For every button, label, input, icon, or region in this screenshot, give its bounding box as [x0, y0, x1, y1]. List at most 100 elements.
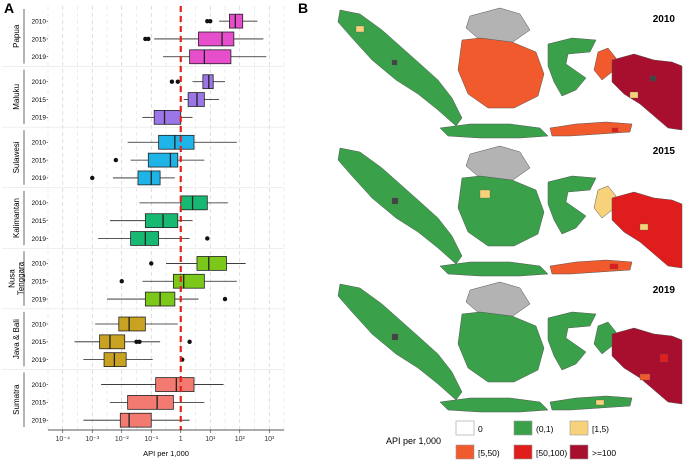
box-iqr — [229, 13, 244, 29]
map-2019 — [337, 281, 683, 413]
box-iqr — [144, 213, 179, 229]
district-patch — [391, 59, 398, 66]
box-sumatra-2010 — [101, 377, 224, 392]
year-label: 2019 — [32, 115, 47, 122]
year-label: 2015 — [32, 279, 47, 286]
boxes — [74, 13, 267, 428]
box-iqr — [196, 256, 227, 271]
box-kalimantan-2010 — [139, 195, 228, 211]
box-iqr — [189, 49, 232, 65]
outlier-point — [137, 339, 142, 345]
outlier-point — [119, 279, 124, 284]
island-sulawesi — [547, 175, 597, 235]
box-iqr — [155, 377, 195, 392]
island-borneo — [457, 175, 545, 247]
region-label-line: Java & Bali — [12, 319, 21, 359]
box-papua-2010 — [205, 13, 258, 29]
island-borneo-north — [465, 7, 531, 45]
district-patch — [629, 91, 639, 99]
panel-b-letter: B — [298, 0, 308, 16]
legend-swatch — [569, 444, 589, 460]
box-sumatra-2019 — [83, 412, 190, 428]
island-borneo-north — [465, 281, 531, 319]
region-label-line: Kalimantan — [12, 198, 21, 238]
box-iqr — [127, 395, 174, 410]
district-patch — [639, 223, 649, 231]
box-iqr — [147, 152, 179, 168]
map-year-2010: 2010 — [653, 14, 676, 25]
outlier-point — [187, 339, 192, 345]
year-label: 2010 — [32, 321, 47, 328]
region-label: Java & Bali — [12, 319, 21, 359]
region-label: Sumatra — [12, 384, 21, 415]
region-label: Kalimantan — [12, 198, 21, 238]
region-label: NusaTenggara — [8, 261, 26, 295]
region-label-line: Nusa — [8, 269, 17, 288]
box-nusatenggara-2019 — [107, 291, 228, 307]
island-papua — [611, 53, 683, 131]
box-iqr — [130, 231, 160, 246]
x-tick-label: 10⁻⁴ — [56, 436, 71, 443]
x-tick-label: 10³ — [264, 436, 275, 443]
map-year-2019: 2019 — [653, 285, 676, 296]
outlier-point — [149, 261, 154, 266]
year-label: 2015 — [32, 218, 47, 225]
box-iqr — [172, 273, 205, 289]
box-iqr — [119, 412, 152, 428]
district-patch — [479, 189, 491, 199]
box-javabali-2015 — [74, 334, 192, 350]
boxplot-panel: 10⁻⁴ 10⁻³ 10⁻² 10⁻¹ 1 10¹ 10² 10³ API per 1,000… — [2, 6, 285, 458]
district-patch — [595, 399, 605, 406]
district-patch — [355, 25, 365, 33]
box-sulawesi-2010 — [127, 134, 237, 150]
year-label: 2015 — [32, 36, 47, 43]
box-iqr — [153, 109, 182, 125]
island-nusa — [549, 395, 633, 411]
box-papua-2019 — [163, 49, 267, 65]
box-maluku-2010 — [169, 74, 225, 90]
x-tick-label: 1 — [179, 436, 183, 443]
year-label: 2010 — [32, 18, 47, 25]
box-iqr — [198, 31, 235, 47]
year-label: 2010 — [32, 140, 47, 147]
outlier-point — [175, 79, 180, 84]
box-kalimantan-2015 — [109, 213, 193, 229]
year-label: 2019 — [32, 357, 47, 364]
region-labels: Papua Maluku Sulawesi Kalimantan NusaTenggar… — [8, 9, 26, 427]
island-borneo — [457, 311, 545, 383]
district-patch — [639, 373, 651, 381]
region-label-line: Tenggara — [17, 261, 26, 295]
island-sumatra — [337, 147, 463, 265]
year-label: 2010 — [32, 200, 47, 207]
legend-label: [5,50) — [478, 448, 500, 458]
year-label: 2015 — [32, 97, 47, 104]
x-tick-label: 10⁻² — [115, 436, 129, 443]
district-patch — [391, 333, 399, 341]
map-2010 — [337, 7, 683, 139]
legend-swatch — [455, 420, 475, 436]
box-iqr — [99, 334, 126, 350]
island-sulawesi — [547, 37, 597, 97]
island-sumatra — [337, 283, 463, 401]
region-label-line: Sulawesi — [12, 141, 21, 173]
box-iqr — [137, 170, 161, 186]
outlier-point — [205, 236, 210, 241]
box-iqr — [187, 92, 205, 107]
box-iqr — [103, 352, 127, 367]
region-label-line: Maluku — [12, 84, 21, 110]
year-label: 2010 — [32, 79, 47, 86]
box-nusatenggara-2010 — [149, 256, 246, 271]
district-patch — [391, 197, 399, 205]
year-label: 2010 — [32, 261, 47, 268]
region-label: Sulawesi — [12, 141, 21, 173]
x-tick-label: 10¹ — [205, 436, 216, 443]
year-label: 2010 — [32, 382, 47, 389]
outlier-point — [169, 79, 175, 84]
legend-label: (0,1) — [536, 424, 554, 434]
box-iqr — [202, 74, 214, 90]
legend-label: [50,100) — [536, 448, 567, 458]
x-tick-label: 10⁻¹ — [144, 436, 158, 443]
district-patch — [649, 75, 657, 82]
district-patch — [609, 263, 619, 270]
